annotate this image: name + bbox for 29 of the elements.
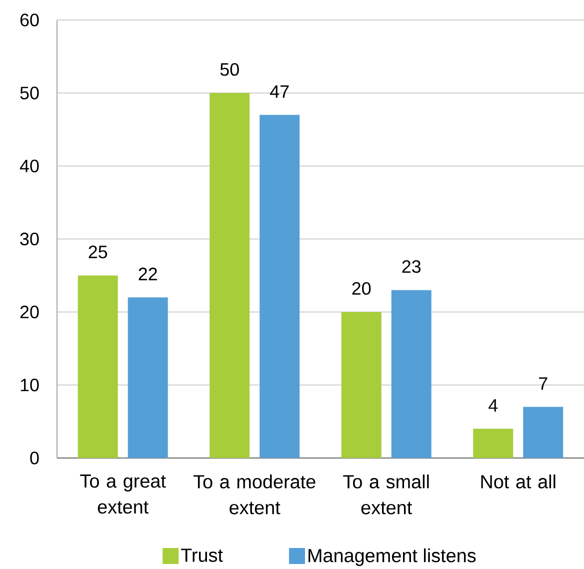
bar <box>473 428 514 458</box>
bar <box>523 406 564 458</box>
x-tick-label: To a small extent <box>343 474 429 514</box>
bar <box>78 276 118 458</box>
data-label: 4 <box>488 399 498 412</box>
y-tick-label: 30 <box>20 232 39 246</box>
y-tick-label: 10 <box>20 378 39 392</box>
data-label: 47 <box>270 85 289 98</box>
bar <box>391 290 432 458</box>
bar <box>341 312 382 458</box>
data-label: 50 <box>220 63 239 76</box>
legend-label: Management listens <box>308 548 476 566</box>
data-label: 25 <box>88 246 108 258</box>
y-tick-label: 20 <box>20 306 39 318</box>
data-label: 23 <box>402 260 421 273</box>
data-label: 22 <box>138 268 157 280</box>
y-tick-label: 40 <box>20 160 39 172</box>
y-tick-label: 0 <box>30 452 39 464</box>
bar <box>210 93 250 458</box>
data-label: 20 <box>352 282 371 295</box>
bar <box>128 297 168 458</box>
x-tick-label: To a great extent <box>80 474 166 514</box>
legend-label: Trust <box>181 548 223 562</box>
x-tick-label: To a moderate extent <box>193 474 316 514</box>
x-tick-label: Not at all <box>481 474 556 488</box>
data-label: 7 <box>539 377 548 390</box>
y-tick-label: 60 <box>20 14 39 26</box>
y-tick-label: 50 <box>20 86 39 100</box>
bar <box>260 114 300 458</box>
